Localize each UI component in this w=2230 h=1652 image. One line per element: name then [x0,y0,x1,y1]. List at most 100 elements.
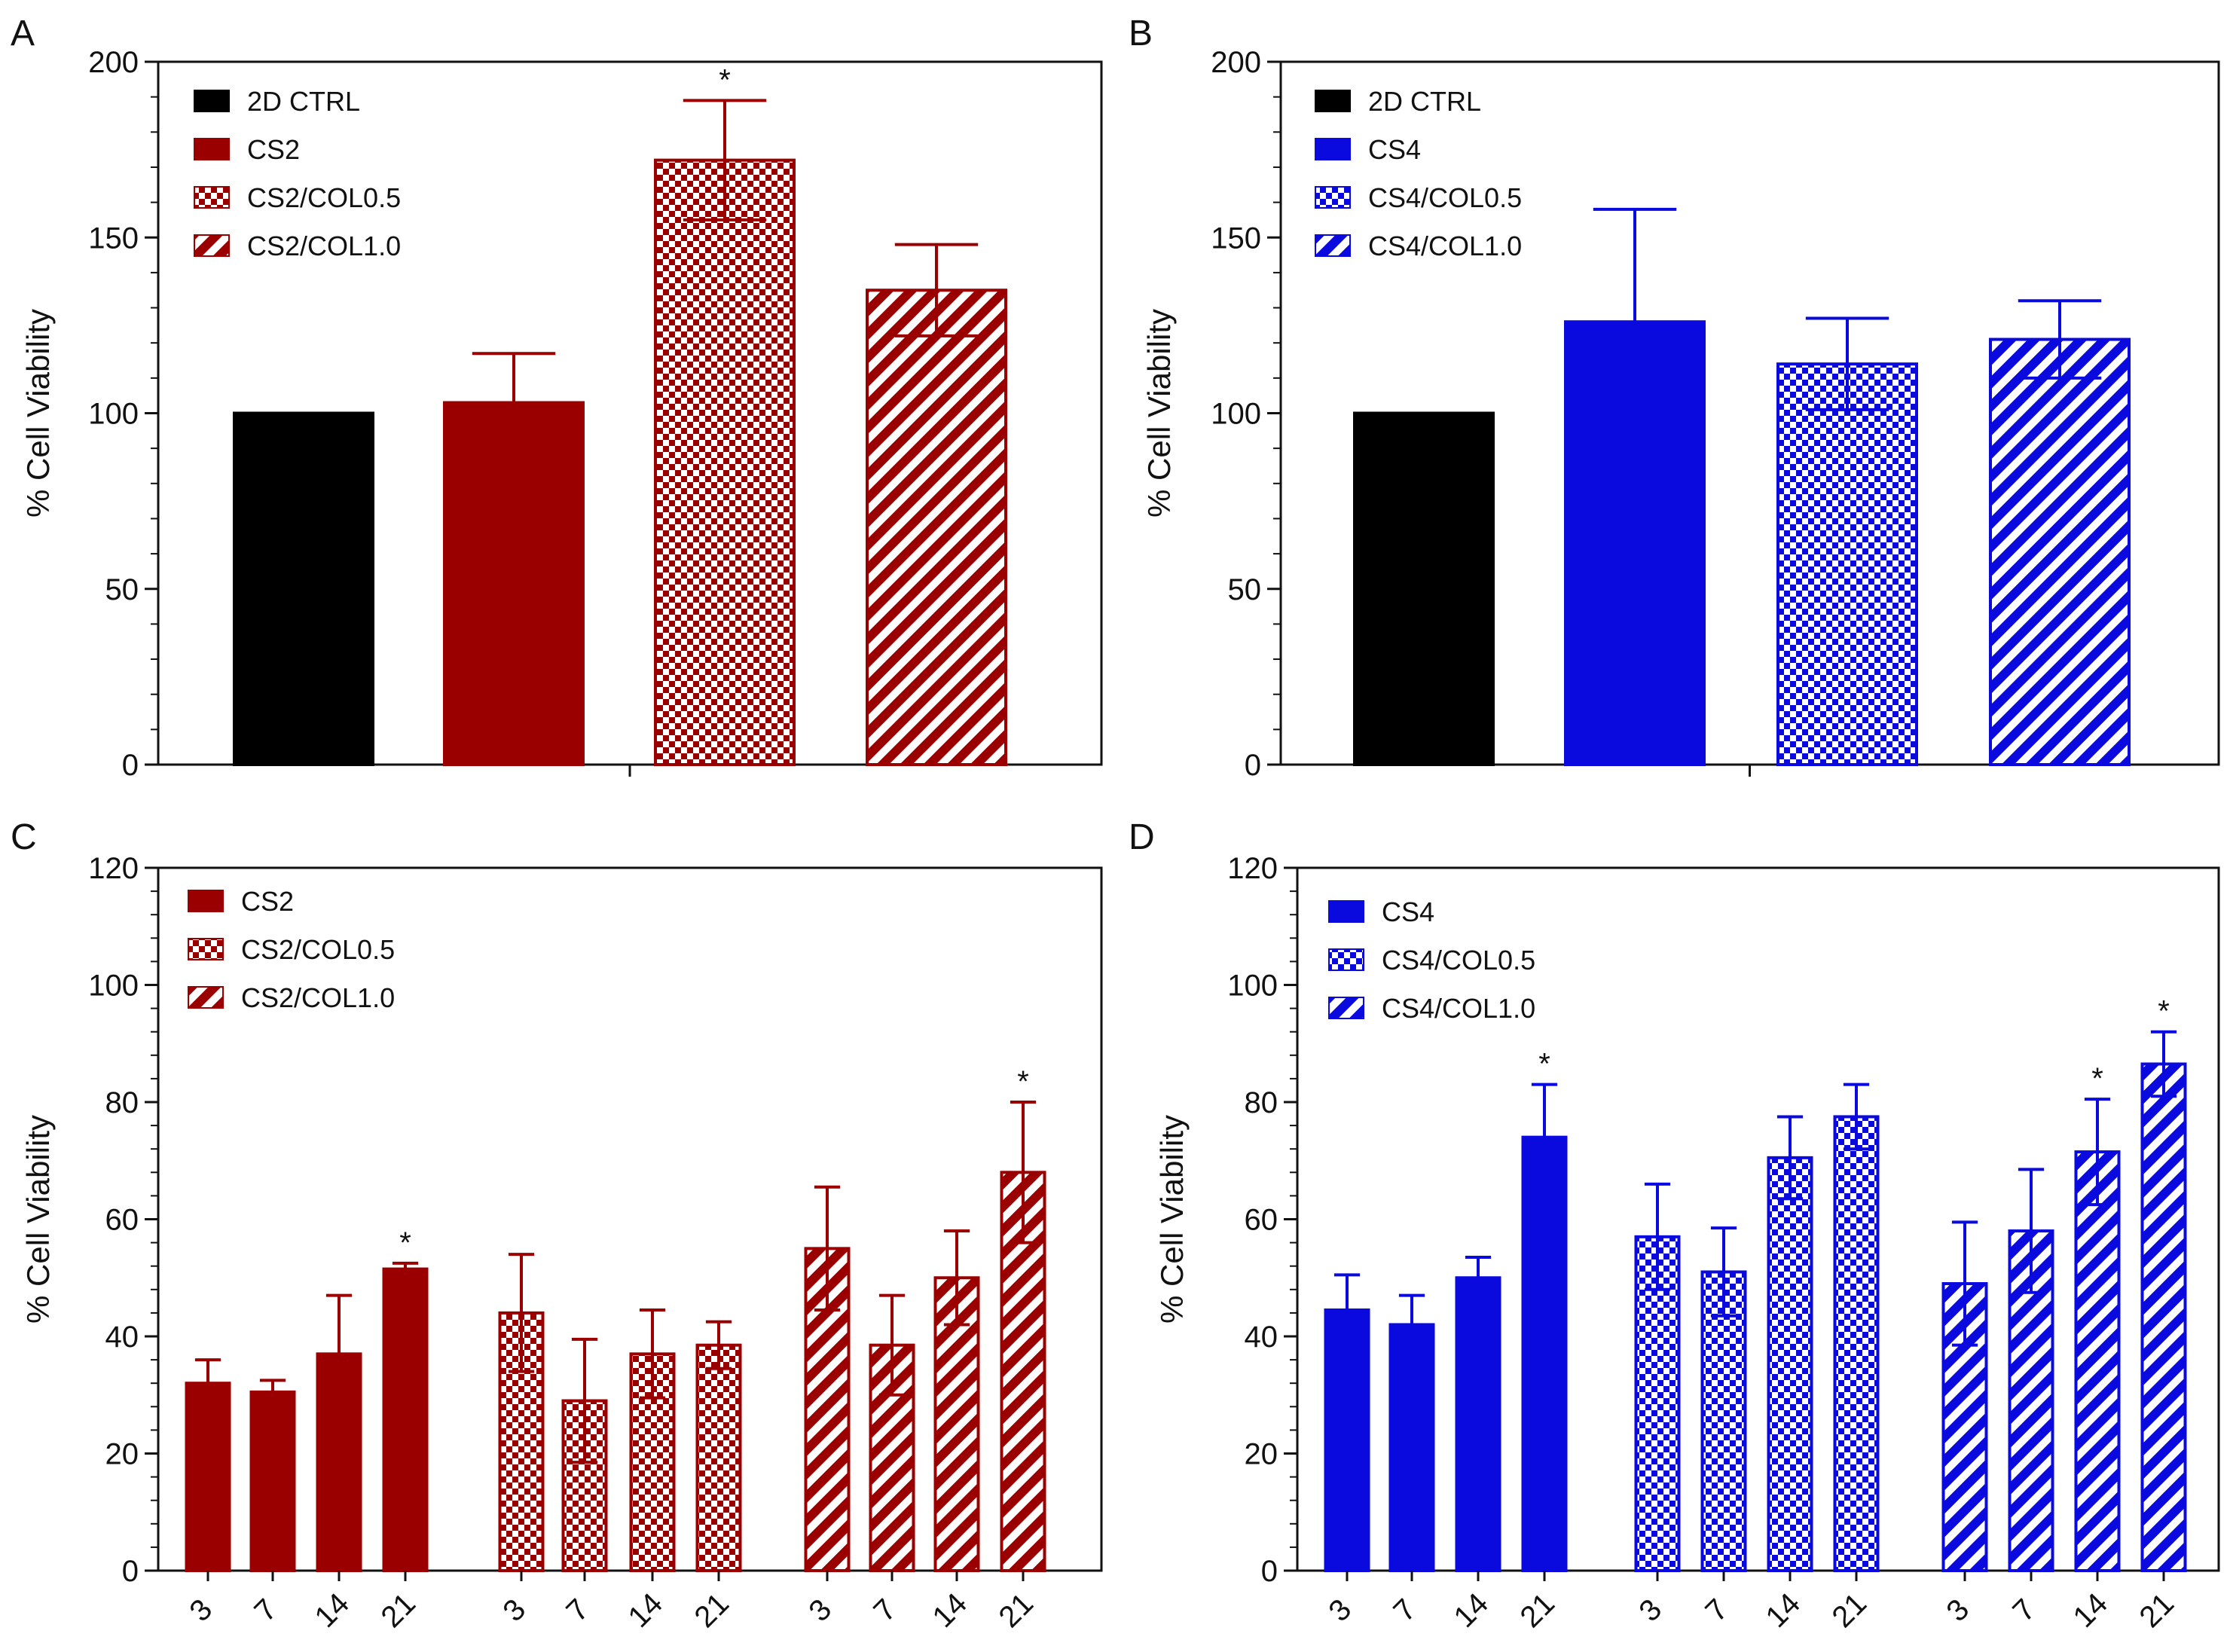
bar-1-3 [316,1352,362,1572]
bar-2 [1564,320,1706,766]
y-tick-label: 100 [1211,398,1261,431]
bar-1-1 [1324,1308,1370,1572]
significance-marker: * [2158,995,2170,1028]
bar-1 [233,411,374,766]
y-tick-label: 0 [1261,1555,1278,1588]
x-tick-label: 21 [689,1587,736,1635]
y-axis-title: % Cell Viability [20,309,56,518]
legend-label-2: CS4/COL0.5 [1382,945,1535,976]
y-tick-label: 200 [1211,46,1261,79]
panel-b: B 0 50 100 150 200 % Cell Viability 2D CTRL CS4 C… [1129,14,2220,782]
x-tick-label: 3 [1322,1592,1358,1628]
legend-label-3: CS2/COL1.0 [241,982,395,1013]
legend-label-1: 2D CTRL [1368,86,1481,117]
legend-label-3: CS2/COL0.5 [247,182,401,213]
panel-a: A 0 50 100 150 200 % Cell Viability * 2D CTRL CS2… [11,14,1103,782]
y-axis-title: % Cell Viability [1141,309,1177,518]
x-tick-label: 14 [1448,1587,1495,1635]
x-tick-label: 21 [2134,1587,2181,1635]
legend-label-4: CS4/COL1.0 [1368,231,1522,261]
legend-label-2: CS2/COL0.5 [241,934,395,965]
bar-1-4 [382,1267,429,1573]
y-tick-label: 200 [88,46,139,79]
x-tick-label: 14 [309,1587,356,1635]
x-tick-label: 14 [2067,1587,2115,1635]
legend-swatch-4 [1315,234,1351,257]
y-tick-label: 40 [1245,1321,1278,1354]
bar-1 [1353,411,1495,766]
y-tick-label: 120 [88,852,139,885]
bar-2-4 [1833,1115,1880,1572]
legend-swatch-4 [194,234,230,257]
x-tick-label: 3 [1633,1592,1668,1628]
x-tick-label: 7 [248,1592,283,1628]
y-tick-label: 50 [1228,573,1262,606]
legend-label-1: 2D CTRL [247,86,360,117]
y-tick-label: 0 [1245,749,1261,782]
x-tick-label: 7 [867,1592,903,1628]
panel-letter: C [11,817,37,857]
y-tick-label: 20 [1245,1438,1278,1471]
bar-2-1 [1634,1235,1681,1572]
bar-3-3 [2074,1150,2121,1572]
significance-marker: * [2091,1062,2103,1095]
legend-label-1: CS4 [1382,896,1434,927]
y-tick-label: 0 [122,749,139,782]
bar-1-3 [1455,1276,1501,1572]
significance-marker: * [1538,1048,1550,1081]
x-tick-label: 21 [375,1587,423,1635]
legend-swatch-3 [194,186,230,209]
x-tick-label: 21 [1826,1587,1874,1635]
bar-2-3 [1767,1156,1813,1573]
y-tick-label: 60 [105,1204,139,1237]
legend-label-1: CS2 [241,886,294,917]
bar-1-1 [185,1382,231,1572]
y-tick-label: 60 [1245,1204,1278,1237]
legend-label-4: CS2/COL1.0 [247,231,401,261]
x-tick-label: 21 [1514,1587,1562,1635]
y-tick-label: 100 [88,970,139,1003]
y-tick-label: 120 [1227,852,1278,885]
y-tick-label: 100 [88,398,139,431]
legend-swatch-1 [1328,900,1364,923]
y-axis-title: % Cell Viability [20,1115,56,1324]
x-tick-label: 7 [1699,1592,1734,1628]
legend-label-2: CS4 [1368,134,1421,165]
legend-swatch-1 [1315,90,1351,112]
x-tick-label: 14 [927,1587,974,1635]
y-tick-label: 150 [1211,221,1261,255]
y-tick-label: 0 [122,1555,139,1588]
bar-1-2 [1388,1323,1435,1572]
legend-swatch-2 [1315,138,1351,160]
y-tick-label: 20 [105,1438,139,1471]
x-tick-label: 14 [622,1587,670,1635]
bar-3 [1776,362,1918,766]
y-tick-label: 100 [1227,970,1278,1003]
legend-label-3: CS4/COL0.5 [1368,182,1522,213]
x-tick-label: 21 [993,1587,1040,1635]
legend-swatch-1 [194,90,230,112]
legend-swatch-2 [194,138,230,160]
legend-swatch-2 [188,938,224,960]
x-tick-label: 3 [1940,1592,1975,1628]
y-tick-label: 150 [88,221,139,255]
bar-3 [654,158,796,766]
legend-swatch-3 [1315,186,1351,209]
bar-4 [1989,337,2131,767]
x-tick-label: 3 [496,1592,532,1628]
y-tick-label: 80 [1245,1086,1278,1119]
bar-1-4 [1521,1135,1568,1572]
bar-4 [866,289,1007,767]
panel-letter: B [1129,14,1153,53]
x-tick-label: 7 [1387,1592,1422,1628]
bar-1-2 [249,1390,296,1573]
significance-marker: * [399,1226,411,1260]
y-tick-label: 80 [105,1086,139,1119]
panel-letter: D [1129,817,1155,857]
y-axis-title: % Cell Viability [1154,1115,1190,1324]
legend-label-3: CS4/COL1.0 [1382,993,1535,1024]
y-tick-label: 50 [105,573,139,606]
x-tick-label: 14 [1760,1587,1807,1635]
